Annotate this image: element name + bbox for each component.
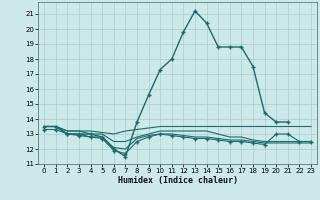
X-axis label: Humidex (Indice chaleur): Humidex (Indice chaleur) xyxy=(118,176,238,185)
